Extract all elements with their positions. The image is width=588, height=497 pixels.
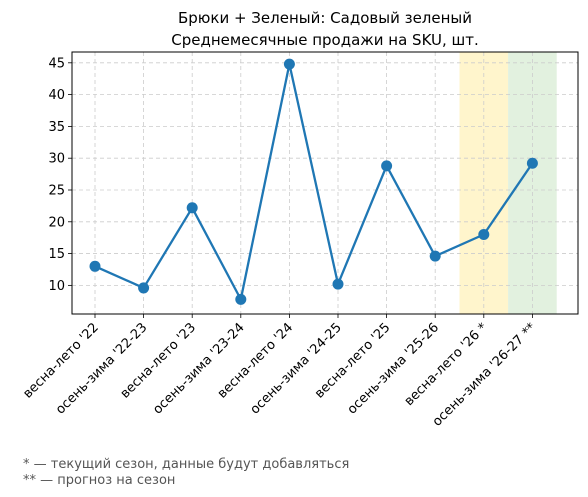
data-point: [235, 293, 247, 305]
y-tick-label: 40: [48, 88, 65, 103]
data-point: [283, 58, 295, 70]
y-tick-label: 25: [48, 183, 65, 198]
y-tick-label: 15: [48, 247, 65, 262]
chart-title: Брюки + Зеленый: Садовый зеленый: [177, 9, 473, 27]
data-point: [429, 250, 441, 262]
data-point: [478, 229, 490, 241]
highlight-band-1: [459, 52, 509, 314]
data-point: [186, 202, 198, 214]
series-line-1: [94, 62, 534, 301]
x-tick-label: осень-зима '25-26: [345, 320, 442, 417]
y-tick-label: 35: [48, 120, 65, 135]
data-point: [138, 282, 150, 294]
x-tick-label: осень-зима '23-24: [150, 320, 247, 417]
x-tick-label: осень-зима '24-25: [248, 320, 345, 417]
y-tick-label: 20: [48, 215, 65, 230]
footnote-current-season: * — текущий сезон, данные будут добавлят…: [23, 457, 350, 472]
y-tick-label: 30: [48, 152, 65, 167]
data-point: [89, 260, 101, 272]
chart-subtitle: Среднемесячные продажи на SKU, шт.: [171, 31, 479, 49]
data-point: [526, 157, 538, 169]
x-tick-label: осень-зима '22-23: [53, 320, 150, 417]
data-point: [381, 160, 393, 172]
data-point: [332, 278, 344, 290]
plot-frame: [71, 51, 579, 315]
x-tick-label: весна-лето '26 *: [402, 320, 491, 409]
y-tick-label: 45: [48, 56, 65, 71]
highlight-band-2: [508, 52, 557, 314]
footnote-forecast: ** — прогноз на сезон: [23, 473, 176, 488]
y-tick-label: 10: [48, 279, 65, 294]
